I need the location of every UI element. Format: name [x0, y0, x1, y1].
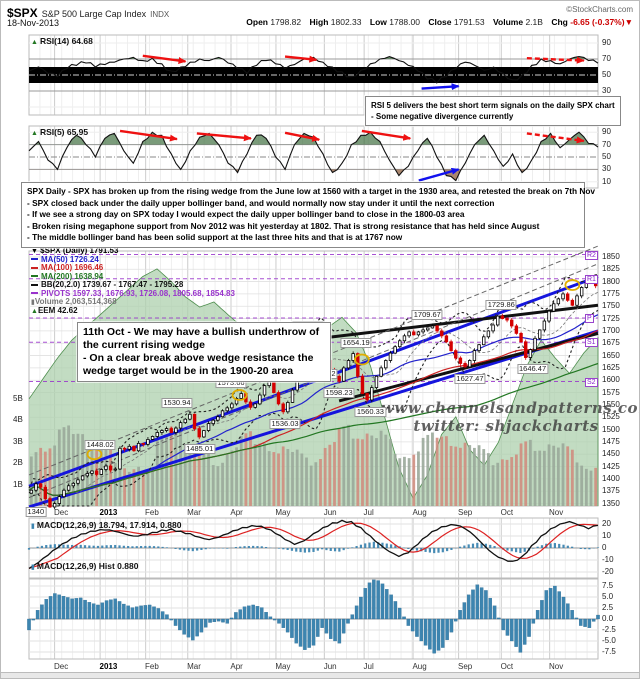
- volume-label: Volume: [493, 17, 524, 27]
- wedge-resistance: [316, 303, 599, 341]
- low-label: Low: [369, 17, 387, 27]
- index-name: S&P 500 Large Cap Index: [41, 9, 147, 19]
- legend-pivots: PIVOTS 1597.33, 1676.93, 1726.08, 1805.6…: [31, 289, 235, 299]
- copyright: ©StockCharts.com: [566, 5, 633, 14]
- low-value: 1788.00: [389, 17, 420, 27]
- volume-value: 2.1B: [525, 17, 543, 27]
- spx-daily-note-box: SPX Daily - SPX has broken up from the r…: [21, 182, 595, 248]
- legend-spx: ▼ $SPX (Daily) 1791.53: [31, 246, 119, 256]
- annotation-arrow: [284, 55, 318, 63]
- high-label: High: [309, 17, 329, 27]
- legend-volume: ▮Volume 2,063,514,368: [31, 297, 117, 307]
- macd-line: [28, 519, 599, 569]
- rsi5-panel: [28, 129, 599, 183]
- highlight-circle: [231, 389, 248, 401]
- oct-note-box: 11th Oct - We may have a bullish underth…: [77, 322, 331, 382]
- symbol: $SPX: [7, 6, 38, 20]
- header-title-row: $SPX S&P 500 Large Cap Index INDX: [7, 4, 169, 22]
- annotation-arrow: [196, 132, 252, 142]
- line-swatch: [31, 275, 38, 278]
- line-swatch: [31, 292, 38, 295]
- exchange: INDX: [150, 10, 170, 19]
- legend-ma50: MA(50) 1726.24: [31, 255, 99, 265]
- annotation-arrow: [361, 129, 412, 141]
- down-triangle-icon: ▼: [624, 17, 633, 27]
- macd-panel: [27, 519, 600, 573]
- annotation-arrow: [142, 54, 187, 64]
- open-label: Open: [246, 17, 269, 27]
- macd-hist-panel: [27, 579, 600, 654]
- high-value: 1802.33: [330, 17, 362, 27]
- macd-signal-line: [28, 522, 599, 569]
- macd-legend: ▮ MACD(12,26,9) 18.794, 17.914, 0.880: [31, 520, 182, 530]
- annotation-arrow: [418, 167, 460, 182]
- histogram-icon: ▮: [31, 564, 35, 571]
- moving-average: [28, 362, 599, 496]
- legend-eem: ▲EEM 42.62: [31, 305, 78, 315]
- rsi5-legend: ▲ RSI(5) 65.95: [31, 127, 89, 137]
- sparkline-icon: ▲: [31, 39, 38, 46]
- area-icon: ▲: [31, 307, 38, 315]
- candle-icon: ▼: [31, 248, 38, 255]
- annotation-arrow: [526, 56, 585, 64]
- sparkline-icon: ▲: [31, 130, 38, 137]
- chg-label: Chg: [551, 17, 568, 27]
- rsi14-legend: ▲ RSI(14) 64.68: [31, 36, 93, 46]
- line-swatch: [31, 283, 38, 286]
- chart-date: 18-Nov-2013: [7, 18, 60, 28]
- annotation-arrow: [526, 132, 585, 144]
- bollinger-band: [28, 309, 599, 507]
- line-swatch: [31, 266, 38, 269]
- legend-ma100: MA(100) 1696.46: [31, 264, 103, 273]
- volume-bars-icon: ▮: [31, 299, 35, 306]
- close-value: 1791.53: [453, 17, 485, 27]
- close-label: Close: [428, 17, 452, 27]
- macd-hist-legend: ▮ MACD(12,26,9) Hist 0.880: [31, 561, 139, 571]
- line-swatch: [31, 258, 38, 261]
- rsi14-panel: [28, 42, 599, 108]
- annotation-arrow: [284, 131, 321, 142]
- highlight-circle: [564, 279, 581, 291]
- rsi-note-box: RSI 5 delivers the best short term signa…: [365, 96, 621, 126]
- legend-bb: BB(20,2.0) 1739.67 - 1767.47 - 1795.28: [31, 281, 183, 290]
- ohlc-row: Open 1798.82 High 1802.33 Low 1788.00 Cl…: [240, 17, 633, 27]
- legend-ma200: MA(200) 1638.94: [31, 272, 103, 282]
- highlight-circle: [353, 353, 370, 366]
- bottom-strip: [1, 672, 639, 678]
- annotation-arrow: [421, 83, 460, 91]
- open-value: 1798.82: [270, 17, 302, 27]
- annotation-arrow: [119, 129, 178, 142]
- chg-value: -6.65 (-0.37%): [570, 17, 625, 27]
- histogram-icon: ▮: [31, 523, 35, 530]
